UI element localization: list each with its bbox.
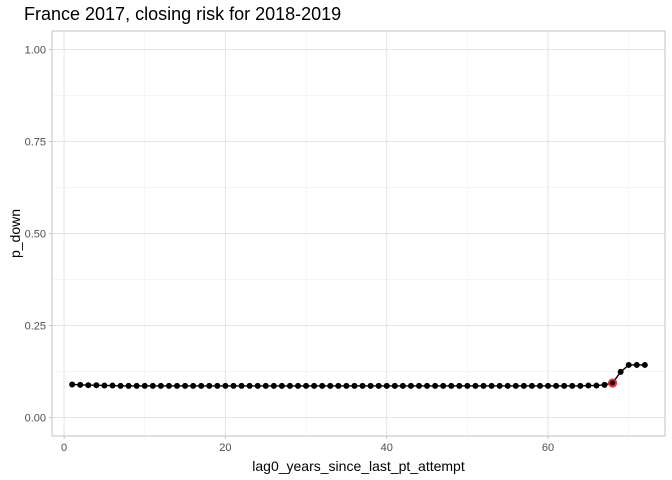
data-point bbox=[593, 382, 600, 389]
data-point bbox=[85, 382, 92, 389]
data-point bbox=[553, 382, 560, 389]
data-point bbox=[375, 382, 382, 389]
data-point bbox=[577, 382, 584, 389]
data-point bbox=[520, 382, 527, 389]
data-point bbox=[117, 382, 124, 389]
data-point bbox=[351, 382, 358, 389]
data-point bbox=[359, 382, 366, 389]
data-point bbox=[464, 382, 471, 389]
data-point bbox=[456, 382, 463, 389]
y-tick-label: 0.75 bbox=[25, 136, 46, 148]
data-point bbox=[472, 382, 479, 389]
chart-title: France 2017, closing risk for 2018-2019 bbox=[24, 4, 342, 24]
data-point bbox=[270, 382, 277, 389]
data-point bbox=[335, 382, 342, 389]
data-point bbox=[238, 382, 245, 389]
data-point bbox=[93, 382, 100, 389]
data-point bbox=[407, 382, 414, 389]
data-point bbox=[440, 382, 447, 389]
data-point bbox=[198, 382, 205, 389]
data-point bbox=[561, 382, 568, 389]
data-point bbox=[528, 382, 535, 389]
data-point bbox=[311, 382, 318, 389]
data-point bbox=[480, 382, 487, 389]
data-point bbox=[278, 382, 285, 389]
x-axis-title: lag0_years_since_last_pt_attempt bbox=[252, 458, 465, 474]
data-point bbox=[641, 361, 648, 368]
data-point bbox=[617, 368, 624, 375]
data-point bbox=[327, 382, 334, 389]
data-point bbox=[125, 382, 132, 389]
data-point bbox=[295, 382, 302, 389]
data-point bbox=[141, 382, 148, 389]
data-point bbox=[343, 382, 350, 389]
data-point bbox=[149, 382, 156, 389]
data-point bbox=[254, 382, 261, 389]
data-point bbox=[399, 382, 406, 389]
x-tick-label: 0 bbox=[61, 442, 67, 454]
data-point bbox=[206, 382, 213, 389]
y-tick-label: 1.00 bbox=[25, 44, 46, 56]
data-point bbox=[262, 382, 269, 389]
data-point bbox=[448, 382, 455, 389]
y-axis-title: p_down bbox=[7, 209, 23, 258]
data-point bbox=[585, 382, 592, 389]
data-point bbox=[383, 382, 390, 389]
data-point bbox=[214, 382, 221, 389]
y-tick-label: 0.50 bbox=[25, 229, 46, 241]
data-point bbox=[174, 382, 181, 389]
y-tick-label: 0.00 bbox=[25, 413, 46, 425]
data-point bbox=[182, 382, 189, 389]
y-tick-label: 0.25 bbox=[25, 321, 46, 333]
data-point bbox=[165, 382, 172, 389]
data-point bbox=[432, 382, 439, 389]
data-point bbox=[133, 382, 140, 389]
data-point bbox=[633, 361, 640, 368]
series-line bbox=[72, 364, 645, 387]
data-point bbox=[319, 382, 326, 389]
data-point bbox=[569, 382, 576, 389]
x-tick-label: 20 bbox=[219, 442, 231, 454]
data-point bbox=[536, 382, 543, 389]
data-point bbox=[246, 382, 253, 389]
data-point bbox=[286, 382, 293, 389]
data-point bbox=[109, 382, 116, 389]
data-point bbox=[222, 382, 229, 389]
highlight-point-center bbox=[610, 380, 615, 386]
x-tick-label: 40 bbox=[381, 442, 393, 454]
data-point bbox=[512, 382, 519, 389]
data-point bbox=[391, 382, 398, 389]
data-point bbox=[545, 382, 552, 389]
data-point bbox=[190, 382, 197, 389]
data-point bbox=[504, 382, 511, 389]
data-point bbox=[601, 381, 608, 388]
x-tick-label: 60 bbox=[542, 442, 554, 454]
data-point bbox=[367, 382, 374, 389]
data-point bbox=[488, 382, 495, 389]
data-point bbox=[415, 382, 422, 389]
data-point bbox=[424, 382, 431, 389]
data-point bbox=[496, 382, 503, 389]
data-point bbox=[303, 382, 310, 389]
data-point bbox=[625, 361, 632, 368]
data-point bbox=[69, 381, 76, 388]
data-point bbox=[230, 382, 237, 389]
data-point bbox=[157, 382, 164, 389]
data-point bbox=[77, 381, 84, 388]
data-point bbox=[101, 382, 108, 389]
